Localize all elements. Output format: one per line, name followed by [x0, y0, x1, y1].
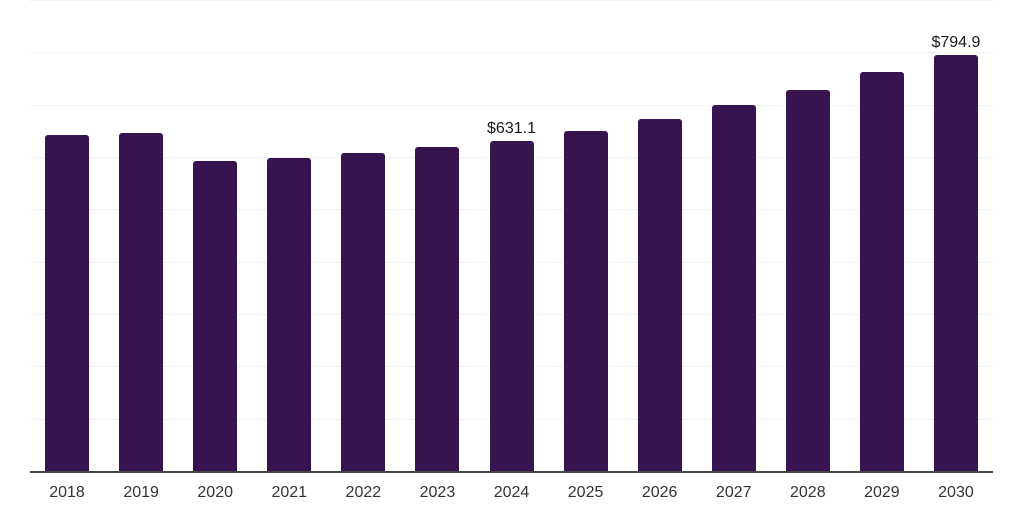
x-tick-2025: 2025: [567, 484, 604, 501]
bar-2019: [119, 133, 164, 471]
x-tick-2022: 2022: [345, 484, 382, 501]
plot-area: $631.1 $794.9: [30, 0, 993, 473]
x-tick-2026: 2026: [641, 484, 678, 501]
x-tick-2018: 2018: [49, 484, 85, 501]
x-tick-2020: 2020: [197, 484, 233, 501]
x-tick-2023: 2023: [419, 484, 456, 501]
bar-2021: [267, 157, 312, 471]
bar-2029: [859, 72, 904, 471]
x-tick-2027: 2027: [715, 484, 752, 501]
bar-2018: [45, 134, 90, 471]
bar-2028: [785, 89, 830, 471]
gridline-800: [30, 52, 993, 54]
bar-2026: [637, 119, 682, 471]
x-tick-2019: 2019: [123, 484, 159, 501]
bar-2030: [933, 55, 978, 471]
bar-2024: [489, 140, 534, 471]
x-tick-2028: 2028: [790, 484, 826, 501]
bar-2027: [711, 104, 756, 471]
gridline-900: [30, 0, 993, 1]
x-tick-2021: 2021: [271, 484, 308, 501]
x-tick-2029: 2029: [864, 484, 900, 501]
x-tick-2030: 2030: [938, 484, 974, 501]
data-label-2024: $631.1: [487, 119, 536, 137]
bar-2022: [341, 152, 386, 471]
x-axis-line: [30, 471, 993, 473]
gridline-700: [30, 104, 993, 106]
data-label-2030: $794.9: [931, 34, 981, 52]
bar-2025: [563, 130, 608, 471]
x-tick-2024: 2024: [493, 484, 530, 501]
bar-2023: [415, 146, 460, 471]
bar-2020: [193, 161, 238, 471]
